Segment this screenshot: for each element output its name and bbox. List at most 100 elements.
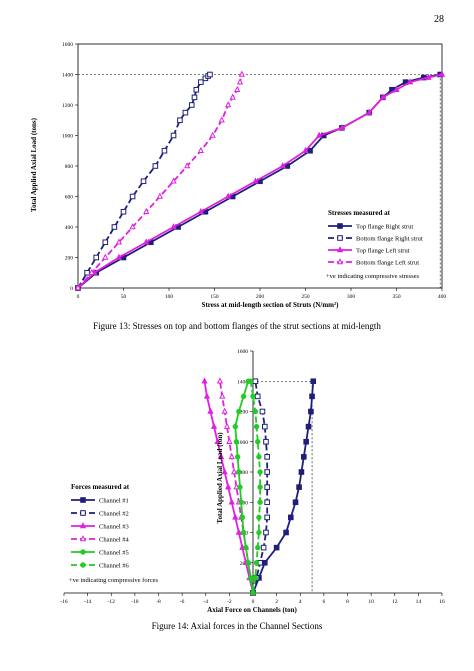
legend-label-1: Top flange Right strut (356, 224, 413, 231)
series-2-point (177, 117, 183, 124)
x-tick-label: 16 (439, 599, 445, 605)
series-3-point (217, 452, 225, 460)
legend-note: +ve indicating compressive stresses (326, 273, 419, 280)
series-2-point (264, 499, 270, 506)
series-2-point (263, 438, 269, 445)
series-5-point (236, 469, 242, 475)
x-tick-label: -12 (108, 599, 116, 605)
x-tick-label: 12 (392, 599, 398, 605)
legend-marker-1 (337, 223, 343, 229)
legend-label-3: Top flange Left strut (356, 248, 410, 255)
series-5-point (240, 393, 247, 400)
series-2-point (193, 86, 200, 93)
series-2-point (129, 193, 136, 200)
series-4-point (230, 468, 238, 475)
series-line-2 (252, 381, 269, 594)
legend-marker-1 (80, 497, 86, 503)
y-tick-label: 1000 (237, 440, 248, 446)
series-6-point (252, 575, 259, 581)
series-1-point (296, 484, 302, 490)
series-3-point (302, 146, 309, 154)
series-3-point (225, 192, 232, 199)
x-axis-title: Axial Force on Channels (ton) (207, 606, 297, 614)
series-3-point (210, 422, 218, 429)
series-1-point (307, 147, 313, 154)
series-4-point (219, 392, 226, 399)
series-5-point (233, 439, 240, 445)
series-3-point (379, 93, 386, 100)
legend-marker-4 (79, 535, 87, 542)
legend-label-3: Channel #3 (99, 524, 129, 531)
series-3-point (214, 437, 221, 445)
series-4-point (228, 452, 235, 460)
series-5-point (243, 544, 249, 551)
series-6-point (257, 484, 263, 490)
series-6-point (252, 408, 259, 415)
series-1-point (262, 559, 268, 566)
series-6-point (256, 514, 262, 521)
series-2-point (259, 408, 266, 415)
y-axis-title: Total Applied Axial Load (ton) (216, 432, 224, 524)
legend-label-1: Channel #1 (99, 498, 129, 505)
series-6-point (255, 544, 261, 551)
y-tick-label: 0 (70, 286, 73, 292)
x-tick-label: 200 (256, 294, 265, 300)
x-tick-label: 14 (416, 599, 422, 605)
series-4-point (236, 78, 244, 85)
series-5-point (234, 454, 241, 460)
series-4-point (74, 284, 82, 291)
x-tick-label: 8 (346, 599, 349, 605)
x-tick-label: 2 (275, 599, 278, 605)
series-5-point (237, 484, 243, 490)
series-2-point (252, 378, 259, 385)
series-6-point (257, 499, 263, 505)
series-6-point (250, 393, 256, 400)
series-3-point (228, 498, 235, 505)
series-4-point (184, 162, 191, 169)
x-tick-label: 300 (347, 294, 356, 300)
series-2-point (191, 94, 198, 101)
series-2-point (262, 423, 268, 430)
series-4-point (209, 131, 216, 138)
series-3-point (316, 131, 323, 138)
series-2-point (264, 469, 270, 475)
series-4-point (218, 116, 225, 123)
series-3-point (366, 108, 373, 115)
legend-label-2: Bottom flange Right strut (356, 236, 423, 243)
series-4-point (234, 85, 241, 93)
series-3-point (438, 70, 446, 77)
series-6-point (250, 590, 256, 596)
series-1-point (273, 544, 280, 551)
series-4-point (229, 93, 236, 100)
series-2-point (264, 484, 270, 490)
series-1-point (303, 438, 309, 445)
series-2-point (254, 393, 261, 400)
x-tick-label: 6 (323, 599, 326, 605)
series-line-6 (249, 381, 261, 594)
y-tick-label: 1200 (237, 410, 248, 416)
figure-14-caption: Figure 14: Axial forces in the Channel S… (151, 621, 323, 631)
series-2-point (207, 71, 213, 78)
legend-marker-5 (80, 549, 86, 555)
x-tick-label: 100 (165, 294, 174, 300)
legend-marker-6 (80, 562, 86, 568)
series-2-point (111, 224, 118, 230)
legend-title: Stresses measured at (328, 209, 391, 217)
x-tick-label: 0 (77, 294, 80, 300)
series-1-point (288, 514, 294, 521)
series-2-point (161, 147, 168, 154)
series-1-point (309, 393, 315, 400)
x-tick-label: -2 (227, 599, 232, 605)
series-4-point (143, 207, 150, 215)
series-1-point (283, 529, 289, 536)
x-axis-title: Stress at mid-length section of Struts (… (202, 301, 340, 309)
series-2-point (263, 529, 269, 536)
x-tick-label: -4 (203, 599, 208, 605)
series-1-point (305, 423, 312, 430)
series-6-point (257, 469, 263, 475)
series-6-point (253, 560, 260, 566)
legend-marker-4 (336, 258, 344, 265)
series-2-point (260, 544, 267, 551)
series-2-point (102, 239, 109, 246)
